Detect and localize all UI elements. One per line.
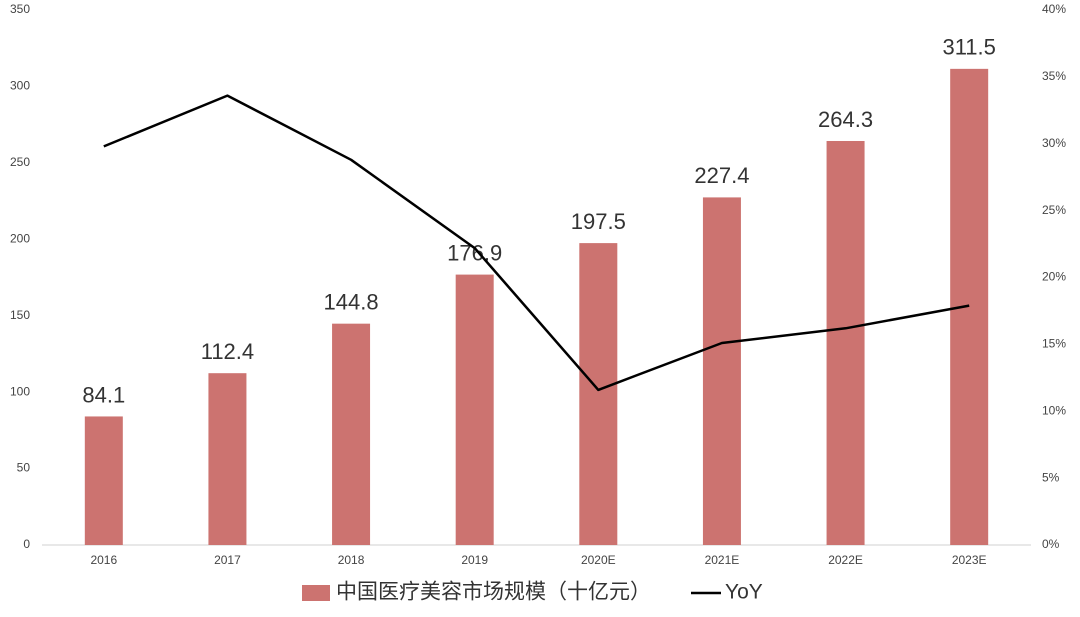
y-tick-label: 250 bbox=[10, 155, 30, 169]
x-tick-label: 2021E bbox=[705, 553, 740, 567]
bar bbox=[579, 243, 618, 545]
legend-label: 中国医疗美容市场规模（十亿元） bbox=[336, 581, 651, 604]
x-tick-label: 2020E bbox=[581, 553, 616, 567]
y-tick-label: 150 bbox=[10, 308, 30, 322]
y2-tick-label: 20% bbox=[1042, 270, 1066, 284]
value-label: 112.4 bbox=[201, 339, 254, 364]
y2-tick-label: 35% bbox=[1042, 69, 1066, 83]
x-tick-label: 2023E bbox=[952, 553, 987, 567]
y2-tick-label: 25% bbox=[1042, 203, 1066, 217]
bar bbox=[332, 323, 371, 545]
x-tick-label: 2022E bbox=[828, 553, 863, 567]
legend-swatch bbox=[302, 585, 330, 601]
y2-tick-label: 5% bbox=[1042, 470, 1060, 484]
y-tick-label: 350 bbox=[10, 2, 30, 16]
value-label: 311.5 bbox=[942, 35, 995, 60]
y2-tick-label: 15% bbox=[1042, 337, 1066, 351]
bar bbox=[208, 373, 247, 545]
y-tick-label: 50 bbox=[17, 461, 31, 475]
x-tick-label: 2019 bbox=[461, 553, 488, 567]
value-label: 84.1 bbox=[82, 382, 125, 407]
x-tick-label: 2018 bbox=[338, 553, 365, 567]
x-tick-label: 2016 bbox=[90, 553, 117, 567]
y-tick-label: 0 bbox=[23, 537, 30, 551]
value-label: 144.8 bbox=[324, 289, 379, 314]
y2-tick-label: 0% bbox=[1042, 537, 1060, 551]
bar bbox=[84, 416, 123, 545]
bar bbox=[455, 274, 494, 545]
value-label: 176.9 bbox=[447, 240, 502, 265]
legend-label: YoY bbox=[725, 581, 763, 604]
value-label: 264.3 bbox=[818, 107, 873, 132]
value-label: 227.4 bbox=[694, 163, 749, 188]
y2-tick-label: 40% bbox=[1042, 2, 1066, 16]
y-tick-label: 200 bbox=[10, 231, 30, 245]
bar bbox=[702, 197, 741, 545]
y2-tick-label: 30% bbox=[1042, 136, 1066, 150]
y2-tick-label: 10% bbox=[1042, 403, 1066, 417]
line bbox=[103, 94, 970, 392]
bar bbox=[826, 140, 865, 545]
y-tick-label: 100 bbox=[10, 384, 30, 398]
y-tick-label: 300 bbox=[10, 79, 30, 93]
x-tick-label: 2017 bbox=[214, 553, 241, 567]
value-label: 197.5 bbox=[571, 209, 626, 234]
